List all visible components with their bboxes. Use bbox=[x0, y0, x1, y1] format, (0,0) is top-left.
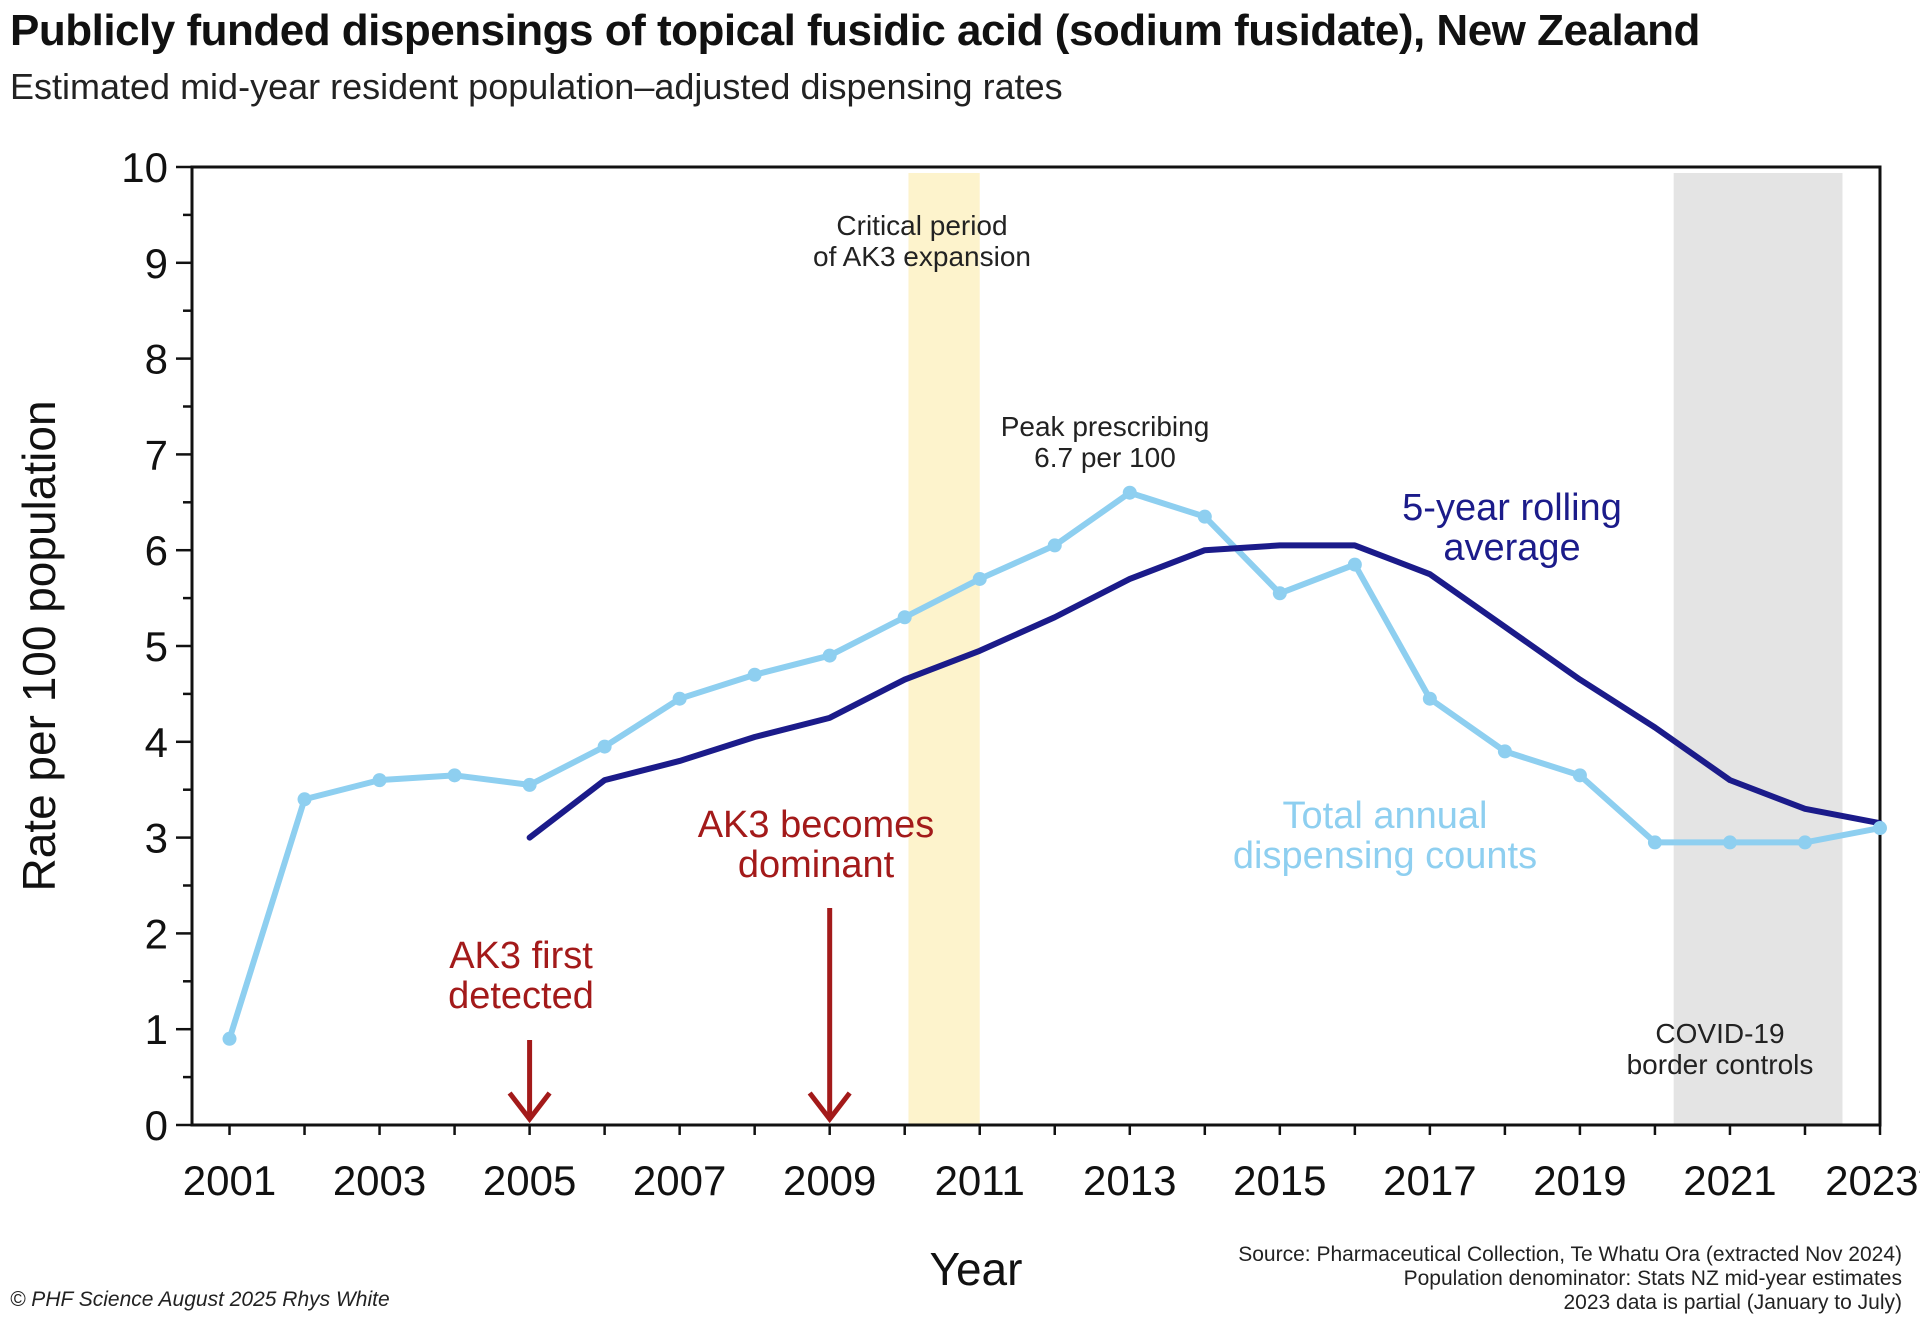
x-tick-label: 2011 bbox=[935, 1157, 1025, 1204]
y-tick-label: 7 bbox=[145, 431, 168, 478]
x-tick-label: 2013 bbox=[1083, 1157, 1176, 1204]
y-tick-label: 10 bbox=[121, 144, 168, 191]
x-tick-label: 2023* bbox=[1825, 1157, 1920, 1204]
data-point-total-dispensing bbox=[297, 792, 312, 807]
critical-period-label-line2: of AK3 expansion bbox=[813, 241, 1031, 272]
data-point-total-dispensing bbox=[1797, 835, 1812, 850]
x-tick-label: 2015 bbox=[1233, 1157, 1326, 1204]
y-tick-label: 3 bbox=[145, 815, 168, 862]
data-point-total-dispensing bbox=[1572, 768, 1587, 783]
series-label-average-line1: 5-year rolling bbox=[1402, 487, 1622, 529]
covid-period-band bbox=[1673, 173, 1843, 1125]
source-notes: Source: Pharmaceutical Collection, Te Wh… bbox=[1238, 1243, 1902, 1315]
plot-frame bbox=[190, 165, 1882, 1127]
y-axis-title: Rate per 100 population bbox=[13, 400, 65, 891]
y-tick-label: 8 bbox=[145, 336, 168, 383]
data-point-total-dispensing bbox=[1122, 485, 1137, 500]
data-point-total-dispensing bbox=[447, 768, 462, 783]
x-tick-label: 2005 bbox=[483, 1157, 576, 1204]
y-tick-label: 0 bbox=[145, 1102, 168, 1149]
x-axis-title: Year bbox=[930, 1243, 1023, 1295]
data-point-total-dispensing bbox=[1873, 821, 1887, 836]
data-point-total-dispensing bbox=[822, 648, 837, 663]
y-tick-label: 5 bbox=[145, 623, 168, 670]
y-tick-label: 4 bbox=[145, 719, 168, 766]
chart-subtitle: Estimated mid-year resident population–a… bbox=[10, 66, 1063, 107]
ak3-dominant-arrow-head bbox=[807, 1091, 852, 1124]
series-label-total-line1: Total annual bbox=[1283, 795, 1488, 837]
ak3-dominant-label-line1: AK3 becomes bbox=[698, 804, 935, 846]
partial-data-note: 2023 data is partial (January to July) bbox=[1563, 1291, 1902, 1314]
peak-annotation-line1: Peak prescribing bbox=[1001, 411, 1210, 442]
covid-label-line2: border controls bbox=[1627, 1049, 1814, 1080]
x-tick-label: 2001 bbox=[183, 1157, 276, 1204]
data-point-total-dispensing bbox=[1722, 835, 1737, 850]
x-tick-label: 2009 bbox=[783, 1157, 876, 1204]
x-tick-label: 2003 bbox=[333, 1157, 426, 1204]
x-tick-label: 2017 bbox=[1383, 1157, 1476, 1204]
data-point-total-dispensing bbox=[1497, 744, 1512, 759]
data-point-total-dispensing bbox=[672, 691, 687, 706]
series-label-total-line2: dispensing counts bbox=[1233, 835, 1537, 877]
ak3-first-label-line1: AK3 first bbox=[449, 935, 593, 977]
data-point-total-dispensing bbox=[1047, 538, 1062, 553]
ak3-dominant-label-line2: dominant bbox=[738, 844, 895, 886]
y-tick-label: 2 bbox=[145, 910, 168, 957]
data-point-total-dispensing bbox=[1422, 691, 1437, 706]
data-point-total-dispensing bbox=[1197, 509, 1212, 524]
x-tick-label: 2021 bbox=[1683, 1157, 1776, 1204]
critical-period-band bbox=[908, 173, 980, 1125]
x-tick-label: 2019 bbox=[1533, 1157, 1626, 1204]
data-point-total-dispensing bbox=[747, 667, 762, 682]
data-point-total-dispensing bbox=[897, 610, 912, 625]
critical-period-label-line1: Critical period bbox=[836, 210, 1007, 241]
chart-title: Publicly funded dispensings of topical f… bbox=[10, 6, 1700, 55]
data-point-total-dispensing bbox=[1647, 835, 1662, 850]
data-point-total-dispensing bbox=[597, 739, 612, 754]
credit-text: © PHF Science August 2025 Rhys White bbox=[10, 1288, 390, 1311]
y-tick-label: 1 bbox=[145, 1006, 168, 1053]
y-tick-label: 6 bbox=[145, 527, 168, 574]
data-point-total-dispensing bbox=[1347, 557, 1362, 572]
series-label-average-line2: average bbox=[1443, 527, 1580, 569]
peak-annotation-line2: 6.7 per 100 bbox=[1034, 442, 1176, 473]
x-tick-label: 2007 bbox=[633, 1157, 726, 1204]
data-point-total-dispensing bbox=[972, 571, 987, 586]
ak3-first-label-line2: detected bbox=[448, 975, 594, 1017]
data-point-total-dispensing bbox=[522, 777, 537, 792]
data-point-total-dispensing bbox=[1272, 586, 1287, 601]
source-line: Source: Pharmaceutical Collection, Te Wh… bbox=[1238, 1243, 1902, 1266]
covid-label-line1: COVID-19 bbox=[1655, 1018, 1784, 1049]
series-line-rolling-average bbox=[526, 542, 1883, 841]
ak3-first-arrow-head bbox=[507, 1091, 552, 1124]
data-point-total-dispensing bbox=[222, 1031, 237, 1046]
data-point-total-dispensing bbox=[372, 773, 387, 788]
y-tick-label: 9 bbox=[145, 240, 168, 287]
population-note: Population denominator: Stats NZ mid-yea… bbox=[1403, 1267, 1902, 1290]
